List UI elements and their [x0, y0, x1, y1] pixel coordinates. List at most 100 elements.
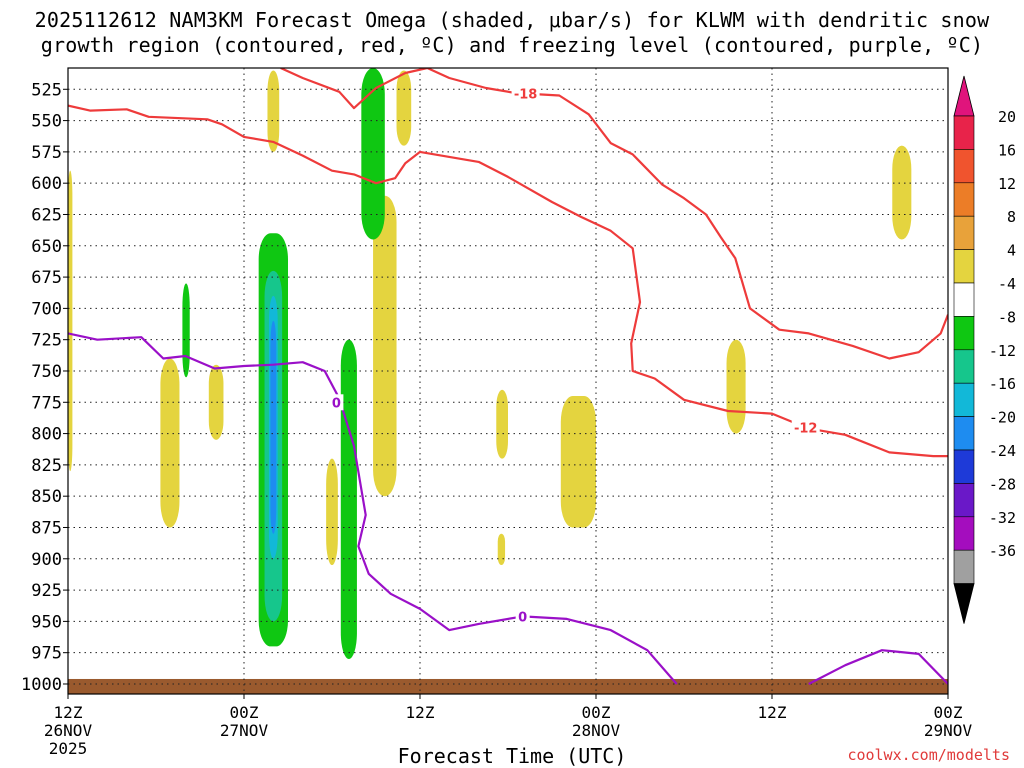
colorbar-segment [953, 115, 975, 150]
colorbar-label: -4 [998, 275, 1016, 293]
omega-cell [182, 283, 190, 378]
colorbar-label: -36 [989, 542, 1016, 560]
omega-shading-layer [68, 68, 912, 659]
y-tick-label: 975 [31, 644, 62, 664]
x-tick-label: 00Z [230, 703, 259, 722]
x-tick-label: 27NOV [220, 721, 269, 740]
colorbar-label: -8 [998, 308, 1016, 326]
colorbar-label: -28 [989, 475, 1016, 493]
omega-cell [361, 68, 385, 240]
x-tick-label: 12Z [406, 703, 435, 722]
chart-title-line-1: 2025112612 NAM3KM Forecast Omega (shaded… [34, 8, 990, 32]
omega-cell [340, 339, 357, 659]
colorbar-label: -16 [989, 375, 1016, 393]
omega-cell [497, 533, 506, 566]
colorbar-label: -20 [989, 409, 1016, 427]
y-tick-label: 750 [31, 362, 62, 382]
colorbar-label: 8 [1007, 208, 1016, 226]
contour-label-bg [511, 85, 540, 102]
x-tick-label: 26NOV [44, 721, 93, 740]
colorbar-label: 4 [1007, 242, 1016, 260]
colorbar-label: 16 [998, 141, 1016, 159]
x-tick-label: 28NOV [572, 721, 621, 740]
freezing-level-label: 0 [518, 610, 527, 625]
y-tick-label: 800 [31, 425, 62, 445]
colorbar-segment [953, 316, 975, 351]
colorbar-label: 20 [998, 108, 1016, 126]
colorbar-segment [953, 416, 975, 451]
x-tick-label: 12Z [758, 703, 787, 722]
omega-cell [267, 70, 280, 152]
y-tick-label: 700 [31, 299, 62, 319]
y-tick-label: 575 [31, 143, 62, 163]
y-tick-label: 550 [31, 112, 62, 132]
colorbar-segment [953, 349, 975, 384]
omega-cell [892, 145, 912, 240]
terrain-layer [68, 678, 948, 694]
y-tick-label: 725 [31, 331, 62, 351]
credit-text: coolwx.com/modelts [847, 746, 1010, 764]
omega-cell [373, 195, 397, 497]
dgz-contour-label: -18 [514, 88, 538, 103]
y-tick-label: 925 [31, 581, 62, 601]
omega-cell [326, 458, 338, 566]
omega-cell [496, 389, 508, 459]
freezing-level-line [68, 332, 678, 685]
colorbar-segment [953, 516, 975, 551]
y-tick-label: 900 [31, 550, 62, 570]
colorbar-segment [953, 149, 975, 184]
x-tick-label: 12Z [54, 703, 83, 722]
y-tick-label: 600 [31, 174, 62, 194]
omega-cell [726, 339, 746, 434]
x-axis-label: Forecast Time (UTC) [397, 744, 627, 768]
y-tick-label: 950 [31, 612, 62, 632]
x-tick-label: 2025 [49, 739, 88, 758]
colorbar: 20 16 12 8 4 -4 -8 -12 -16 -20 -24 -28 -32 -36 [953, 75, 1016, 624]
colorbar-segment [953, 449, 975, 484]
contour-layer: -12 -18 0 0 [68, 68, 948, 685]
omega-cell [208, 364, 224, 440]
y-tick-label: 850 [31, 487, 62, 507]
terrain-surface [68, 678, 948, 694]
colorbar-label: -12 [989, 342, 1016, 360]
contour-label-bg [791, 419, 820, 436]
dgz-contour-line [68, 104, 948, 458]
grid-layer [68, 68, 948, 694]
y-tick-label: 650 [31, 237, 62, 257]
colorbar-segment [953, 549, 975, 584]
x-tick-label: 00Z [934, 703, 963, 722]
y-tick-label: 875 [31, 518, 62, 538]
colorbar-segment [953, 483, 975, 518]
colorbar-label: 12 [998, 175, 1016, 193]
colorbar-segment [953, 182, 975, 217]
colorbar-top-triangle [953, 75, 975, 117]
omega-cell [160, 358, 180, 528]
colorbar-segment [953, 282, 975, 317]
colorbar-segment [953, 215, 975, 250]
y-tick-label: 625 [31, 205, 62, 225]
omega-cell [270, 320, 277, 534]
y-tick-label: 525 [31, 80, 62, 100]
dgz-contour-line [280, 68, 948, 360]
y-tick-label: 1000 [21, 675, 62, 695]
x-tick-label: 29NOV [924, 721, 973, 740]
y-tick-label: 825 [31, 456, 62, 476]
plot-frame [67, 67, 949, 695]
x-tick-label: 00Z [582, 703, 611, 722]
freezing-level-line [808, 649, 948, 685]
omega-cell [68, 170, 73, 472]
contour-label-bg [329, 394, 344, 411]
freezing-level-label: 0 [332, 396, 341, 411]
colorbar-segment [953, 382, 975, 417]
y-tick-label: 775 [31, 393, 62, 413]
colorbar-label: -24 [989, 442, 1016, 460]
colorbar-segment [953, 249, 975, 284]
contour-label-bg [515, 608, 530, 625]
omega-cell [560, 396, 596, 528]
axes-layer: 525 550 575 600 625 650 675 700 725 750 775 800 825 8… [21, 80, 972, 758]
omega-cell [396, 70, 412, 146]
chart-title-line-2: growth region (contoured, red, ºC) and f… [40, 33, 984, 57]
colorbar-bottom-triangle [953, 583, 975, 624]
dgz-contour-label: -12 [794, 421, 818, 436]
